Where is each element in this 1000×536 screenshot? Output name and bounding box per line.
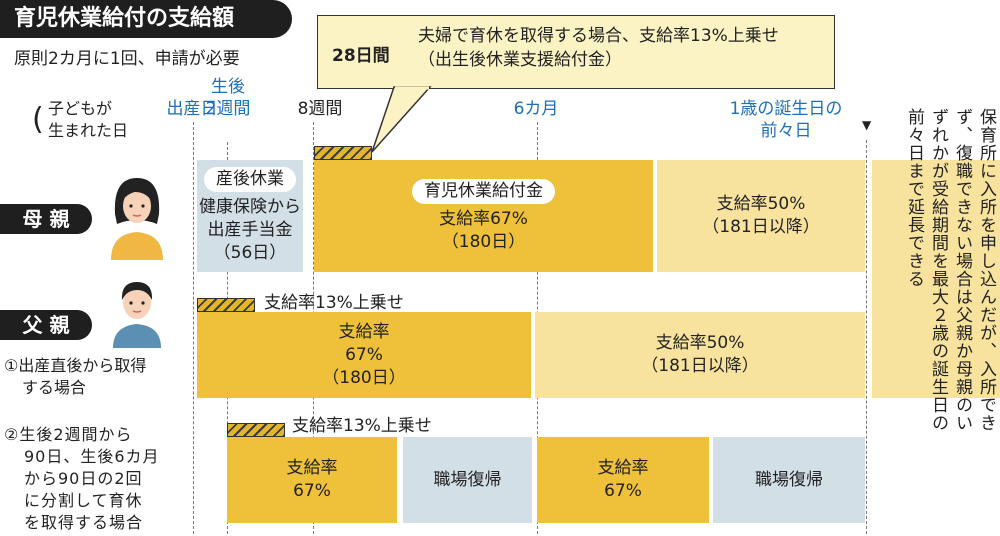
subtitle: 原則2カ月に1回、申請が必要 [14, 49, 240, 69]
milestone-birth: 出産日 [166, 99, 218, 119]
father-case2-l3: から90日の2回 [24, 469, 143, 488]
father-case2-l2: 90日、生後6カ月 [24, 447, 160, 466]
mother-avatar-icon [111, 178, 163, 260]
father-case2-return1-bar: 職場復帰 [403, 437, 532, 523]
milestone-6months: 6カ月 [513, 99, 559, 119]
bonus-callout: 28日間 夫婦で育休を取得する場合、支給率13%上乗せ （出生後休業支援給付金） [317, 15, 835, 89]
mother-label: 母 親 [0, 204, 92, 234]
milestone-8weeks: 8週間 [297, 99, 343, 119]
father-case1-later-rate: 支給率50% [655, 333, 745, 353]
father-case1-l2: する場合 [22, 378, 87, 397]
callout-days: 28日間 [332, 46, 390, 66]
guide-line-pre-birthday [866, 140, 867, 534]
father-case1-rate-l1: 支給率 [338, 321, 390, 342]
mother-postpartum-l3: （56日） [213, 243, 287, 263]
father-case2-return2-bar: 職場復帰 [713, 437, 865, 523]
page-title: 育児休業給付の支給額 [0, 0, 292, 38]
father-case1-later-bar: 支給率50% （181日以降） [535, 312, 865, 398]
callout-text: 夫婦で育休を取得する場合、支給率13%上乗せ （出生後休業支援給付金） [418, 24, 779, 72]
mother-benefit-pill: 育児休業給付金 [412, 178, 555, 204]
father-case2-rate2-l1: 支給率 [597, 458, 649, 478]
father-case2-note: ②生後2週間から 90日、生後6カ月 から90日の2回 に分割して育休 を取得す… [4, 424, 194, 534]
father-case2-rate1-l2: 67% [293, 481, 331, 501]
extension-band [872, 160, 1000, 398]
birth-note-line2: 生まれた日 [48, 121, 129, 140]
father-case2-bonus-hatch [227, 423, 285, 437]
milestone-2weeks-l2: 2週間 [205, 99, 251, 119]
mother-benefit-rate: 支給率67% [439, 208, 528, 229]
father-case2-leave2-bar: 支給率 67% [537, 437, 709, 523]
mother-bonus-hatch [314, 146, 372, 160]
mother-postpartum-l2: 出産手当金 [207, 220, 293, 240]
milestone-2weeks-l1: 生後 [211, 77, 245, 97]
father-case2-return1: 職場復帰 [433, 469, 502, 490]
guide-line-birth [193, 122, 194, 534]
father-case1-later-days: （181日以降） [641, 356, 759, 376]
father-label: 父 親 [0, 310, 92, 340]
paren-left: ( [32, 102, 44, 137]
mother-postpartum-l1: 健康保険から [199, 197, 301, 217]
father-case1-l1: ①出産直後から取得 [4, 356, 147, 375]
birth-note: ( 子どもが 生まれた日 [32, 98, 136, 142]
milestone-pre-birthday-l2: 前々日 [760, 121, 812, 141]
father-case2-l5: を取得する場合 [24, 513, 144, 532]
mother-later-days: （181日以降） [702, 217, 820, 237]
father-case2-l4: に分割して育休 [24, 491, 143, 510]
callout-line2: （出生後休業支援給付金） [418, 50, 622, 70]
father-case1-bonus-hatch [197, 298, 255, 312]
birth-note-line1: 子どもが [48, 99, 113, 118]
father-case2-bonus: 支給率13%上乗せ [292, 416, 432, 436]
mother-benefit-days: （180日） [441, 231, 526, 252]
callout-pointer [371, 86, 432, 153]
milestone-pre-birthday-l1: 1歳の誕生日の [729, 99, 843, 119]
father-case2-l1: ②生後2週間から [4, 425, 133, 444]
mother-later-rate: 支給率50% [716, 194, 806, 214]
milestone-2weeks: 生後 2週間 [198, 76, 258, 120]
extension-note: 保育所に入所を申し込んだが、入所できず、復職できない場合は父親か母親のいずれかが… [904, 108, 996, 432]
father-case2-return2: 職場復帰 [755, 469, 823, 490]
father-case2-leave1-bar: 支給率 67% [227, 437, 397, 523]
milestone-pre-birthday: 1歳の誕生日の 前々日 [716, 98, 856, 142]
mother-postpartum-title: 産後休業 [204, 167, 296, 192]
mother-benefit-bar: 育児休業給付金 支給率67% （180日） [314, 160, 653, 272]
father-avatar-icon [113, 282, 161, 348]
father-case2-rate1-l1: 支給率 [286, 458, 338, 478]
father-case1-rate-l2: 67% [345, 344, 383, 365]
father-case1-bar: 支給率 67% （180日） [197, 312, 531, 398]
father-case1-bonus: 支給率13%上乗せ [264, 293, 404, 313]
father-case2-rate2-l2: 67% [604, 481, 642, 501]
mother-later-bar: 支給率50% （181日以降） [657, 160, 865, 272]
callout-line1: 夫婦で育休を取得する場合、支給率13%上乗せ [418, 26, 779, 46]
pre-birthday-arrow-icon: ▼ [862, 118, 872, 132]
mother-postpartum-bar: 産後休業 健康保険から 出産手当金 （56日） [197, 160, 303, 272]
father-case1-days: （180日） [322, 367, 406, 388]
father-case1-note: ①出産直後から取得 する場合 [4, 355, 194, 399]
